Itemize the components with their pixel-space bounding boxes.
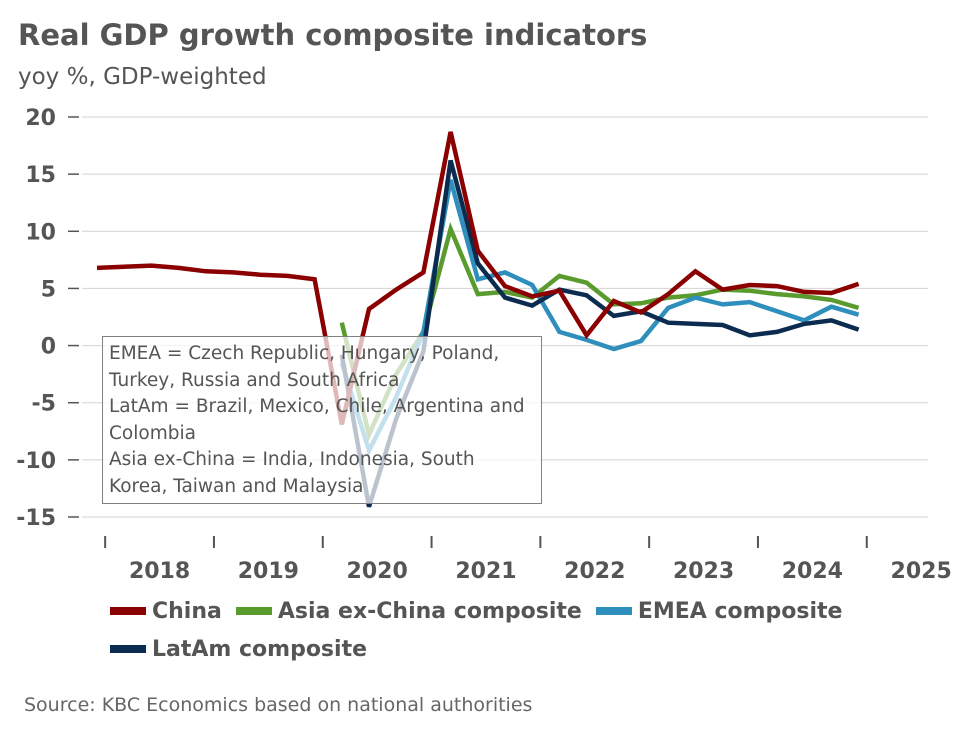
y-axis: 20 15 10 5 0 -5 -10 -15 bbox=[16, 106, 79, 531]
y-tick-label: -10 bbox=[16, 449, 56, 474]
y-tick-label: 0 bbox=[41, 335, 56, 360]
y-tick-label: -5 bbox=[32, 392, 56, 417]
note-line: Colombia bbox=[109, 422, 196, 444]
legend-label: LatAm composite bbox=[152, 636, 368, 662]
country-definitions-box: EMEA = Czech Republic, Hungary, Poland, … bbox=[102, 336, 542, 504]
legend-label: EMEA composite bbox=[637, 598, 843, 624]
x-tick-label: 2022 bbox=[564, 559, 625, 584]
x-tick-label: 2018 bbox=[129, 559, 190, 584]
legend-swatch bbox=[235, 607, 272, 615]
legend-label: China bbox=[152, 598, 222, 624]
y-tick-label: 20 bbox=[25, 106, 56, 131]
legend-item-asia-ex-china: Asia ex-China composite bbox=[235, 598, 582, 624]
x-tick-label: 2019 bbox=[238, 559, 299, 584]
y-tick-label: 5 bbox=[41, 277, 56, 302]
x-tick-label: 2025 bbox=[891, 559, 952, 584]
y-tick-label: -15 bbox=[16, 506, 56, 531]
x-tick-label: 2023 bbox=[673, 559, 734, 584]
chart-subtitle: yoy %, GDP-weighted bbox=[18, 64, 267, 90]
legend-item-china: China bbox=[110, 599, 222, 624]
series-lines bbox=[96, 131, 860, 508]
x-tick-label: 2021 bbox=[455, 559, 516, 584]
chart-legend: China Asia ex-China composite EMEA compo… bbox=[110, 592, 910, 668]
note-line: EMEA = Czech Republic, Hungary, Poland, bbox=[109, 343, 500, 364]
chart-title: Real GDP growth composite indicators bbox=[18, 18, 648, 52]
source-note: Source: KBC Economics based on national … bbox=[24, 694, 533, 716]
note-line: Korea, Taiwan and Malaysia bbox=[109, 475, 364, 497]
legend-label: Asia ex-China composite bbox=[277, 598, 582, 624]
legend-swatch bbox=[110, 645, 146, 653]
legend-item-latam: LatAm composite bbox=[110, 637, 367, 662]
note-line: Turkey, Russia and South Africa bbox=[109, 369, 400, 391]
line-chart: 20 15 10 5 0 -5 -10 -15 2018 2019 2020 2021 2022 202… bbox=[16, 106, 952, 584]
y-tick-label: 10 bbox=[25, 220, 56, 245]
series-line-china bbox=[96, 131, 860, 425]
series-line-latam-composite bbox=[339, 159, 860, 508]
legend-item-emea: EMEA composite bbox=[595, 598, 843, 624]
x-tick-label: 2024 bbox=[782, 559, 843, 584]
x-tick-label: 2020 bbox=[347, 559, 408, 584]
note-line: LatAm = Brazil, Mexico, Chile, Argentina… bbox=[109, 396, 525, 417]
y-tick-label: 15 bbox=[25, 163, 56, 188]
legend-swatch bbox=[595, 607, 632, 615]
x-axis: 2018 2019 2020 2021 2022 2023 2024 2025 bbox=[104, 536, 952, 584]
legend-swatch bbox=[110, 607, 146, 615]
note-line: Asia ex-China = India, Indonesia, South bbox=[109, 449, 475, 470]
